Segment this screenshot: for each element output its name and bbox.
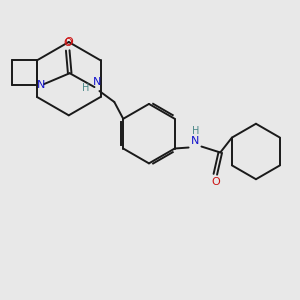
Text: O: O — [63, 38, 72, 49]
Text: N: N — [37, 80, 45, 90]
Text: O: O — [211, 177, 220, 187]
Text: N: N — [93, 77, 102, 87]
Text: N: N — [191, 136, 200, 146]
Text: O: O — [64, 37, 73, 47]
Text: H: H — [192, 126, 199, 136]
Text: H: H — [82, 83, 89, 93]
